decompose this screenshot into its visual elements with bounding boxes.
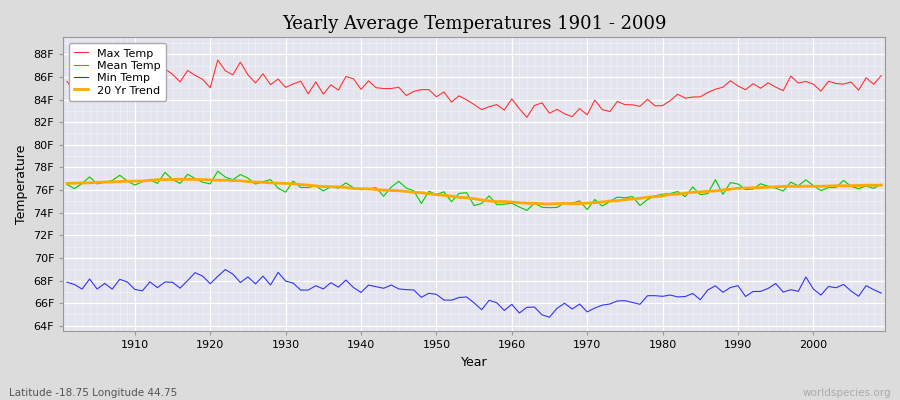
20 Yr Trend bbox=[612, 198, 623, 203]
Max Temp bbox=[612, 99, 623, 104]
Min Temp bbox=[61, 280, 72, 284]
Min Temp bbox=[295, 288, 306, 292]
Max Temp bbox=[122, 72, 132, 77]
Mean Temp bbox=[295, 185, 306, 190]
Max Temp bbox=[212, 58, 223, 62]
Title: Yearly Average Temperatures 1901 - 2009: Yearly Average Temperatures 1901 - 2009 bbox=[282, 15, 666, 33]
Mean Temp bbox=[212, 169, 223, 174]
Max Temp bbox=[295, 79, 306, 84]
X-axis label: Year: Year bbox=[461, 356, 488, 369]
Mean Temp bbox=[122, 179, 132, 184]
Min Temp bbox=[612, 298, 623, 303]
Max Temp bbox=[340, 74, 351, 79]
Mean Temp bbox=[612, 195, 623, 200]
Mean Temp bbox=[521, 208, 532, 213]
Mean Temp bbox=[507, 201, 517, 206]
20 Yr Trend bbox=[175, 177, 185, 182]
20 Yr Trend bbox=[876, 183, 886, 188]
Min Temp bbox=[514, 311, 525, 316]
Line: Max Temp: Max Temp bbox=[67, 60, 881, 117]
20 Yr Trend bbox=[507, 200, 517, 204]
20 Yr Trend bbox=[295, 182, 306, 187]
Line: 20 Yr Trend: 20 Yr Trend bbox=[67, 179, 881, 204]
Min Temp bbox=[122, 280, 132, 284]
Min Temp bbox=[220, 267, 230, 272]
20 Yr Trend bbox=[61, 181, 72, 186]
Y-axis label: Temperature: Temperature bbox=[15, 145, 28, 224]
Mean Temp bbox=[876, 182, 886, 187]
Max Temp bbox=[521, 115, 532, 120]
Min Temp bbox=[507, 302, 517, 307]
20 Yr Trend bbox=[340, 185, 351, 190]
Max Temp bbox=[61, 79, 72, 84]
Max Temp bbox=[876, 73, 886, 78]
Text: worldspecies.org: worldspecies.org bbox=[803, 388, 891, 398]
20 Yr Trend bbox=[544, 202, 555, 206]
Mean Temp bbox=[514, 205, 525, 210]
Max Temp bbox=[514, 106, 525, 111]
Min Temp bbox=[876, 291, 886, 296]
Line: Min Temp: Min Temp bbox=[67, 270, 881, 317]
Mean Temp bbox=[61, 182, 72, 187]
Max Temp bbox=[507, 96, 517, 101]
Text: Latitude -18.75 Longitude 44.75: Latitude -18.75 Longitude 44.75 bbox=[9, 388, 177, 398]
Min Temp bbox=[340, 278, 351, 282]
20 Yr Trend bbox=[122, 179, 132, 184]
Legend: Max Temp, Mean Temp, Min Temp, 20 Yr Trend: Max Temp, Mean Temp, Min Temp, 20 Yr Tre… bbox=[68, 43, 166, 101]
20 Yr Trend bbox=[514, 200, 525, 205]
Mean Temp bbox=[340, 180, 351, 185]
Min Temp bbox=[544, 315, 555, 320]
Line: Mean Temp: Mean Temp bbox=[67, 171, 881, 210]
